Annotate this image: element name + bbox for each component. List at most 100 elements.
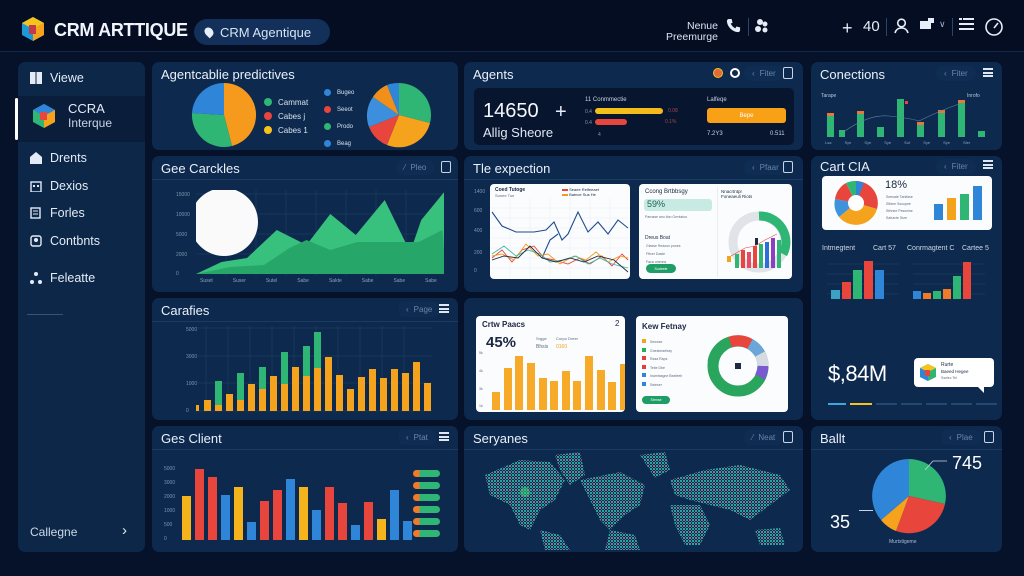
filter-button[interactable]: ⁄ Pleo <box>396 160 435 175</box>
contacts-icon <box>30 235 42 247</box>
filter-label: Fiter <box>951 162 968 171</box>
divider <box>952 18 953 36</box>
toggle-switch[interactable] <box>413 506 440 513</box>
callout-title: Rurte <box>941 362 954 368</box>
axis-label: Sabe <box>361 278 374 284</box>
card-title: Gee Carckles <box>161 161 240 176</box>
page-indicator[interactable] <box>926 403 947 405</box>
profile-button[interactable] <box>894 18 909 34</box>
sidebar-item-forles[interactable]: Forles <box>30 206 85 220</box>
kpi-value: 59% <box>644 199 712 211</box>
bullet-item: Sffane Ssoopee <box>886 202 911 206</box>
notification-count[interactable]: 40 <box>863 18 880 35</box>
sidebar-footer[interactable]: Callegne <box>30 525 77 539</box>
add-icon: + <box>842 18 853 38</box>
area-chart <box>196 190 444 276</box>
menu-icon[interactable] <box>983 160 993 169</box>
avatar[interactable] <box>713 68 723 78</box>
toggle-switch[interactable] <box>413 470 440 477</box>
world-map[interactable] <box>470 450 800 550</box>
phone-button[interactable] <box>726 18 741 33</box>
export-icon[interactable] <box>783 431 793 443</box>
toggle-switch[interactable] <box>413 518 440 525</box>
cast-dropdown[interactable]: ∨ <box>920 18 946 30</box>
export-icon[interactable] <box>783 67 793 79</box>
export-icon[interactable] <box>441 161 451 173</box>
card-predictives: Agentcablie predictives Cammat Cabes j C… <box>152 62 458 150</box>
close-icon[interactable]: 2 <box>615 319 620 328</box>
sidebar-item-ccra[interactable]: CCRA Interque <box>32 102 112 130</box>
sidebar-footer-label: Callegne <box>30 525 78 539</box>
cart-summary-panel: 18% Seesate Tanifase Sffane Ssoopee Sfrt… <box>822 176 992 230</box>
list-button[interactable] <box>959 18 974 31</box>
workspace-selector[interactable]: CRM Agentique <box>194 19 330 45</box>
bar-label: 0.4 <box>585 109 592 115</box>
list-item: Faca unenns <box>646 260 667 264</box>
revenue-callout: Rurte Baeed Hegee Sselec Tel <box>914 358 994 393</box>
status-ring-icon <box>730 68 740 78</box>
team-button[interactable] <box>754 18 770 33</box>
page-indicator[interactable] <box>951 403 972 405</box>
filter-button[interactable]: ‹ Plae <box>941 430 981 445</box>
menu-icon[interactable] <box>983 68 993 77</box>
page-indicator[interactable] <box>850 403 872 405</box>
filter-icon: ⁄ <box>752 433 754 442</box>
pagination-bars[interactable] <box>828 403 997 405</box>
filter-button[interactable]: ‹ Fiter <box>744 66 784 81</box>
card-title: Ballt <box>820 431 846 446</box>
cube-logo-icon <box>920 364 936 381</box>
kpi-action-button[interactable]: Sudeete <box>646 264 676 273</box>
sidebar-item-views[interactable]: Viewe <box>30 71 84 85</box>
filter-button[interactable]: ‹ Page <box>398 302 441 317</box>
toggle-switch[interactable] <box>413 482 440 489</box>
chevron-down-icon: ∨ <box>939 18 946 29</box>
page-indicator[interactable] <box>901 403 922 405</box>
export-icon[interactable] <box>984 431 994 443</box>
cart-donut-chart <box>834 180 878 225</box>
divider <box>717 187 718 277</box>
export-icon[interactable] <box>783 161 793 173</box>
legend-label: Gnesbearfeay <box>650 348 672 353</box>
chart-label: Inrofo <box>967 93 980 99</box>
sidebar-item-dexios[interactable]: Dexios <box>30 179 88 193</box>
sidebar-item-drents[interactable]: Drents <box>30 151 87 165</box>
chart-title: Conrmagtent C <box>907 245 955 252</box>
sidebar-item-feleatte[interactable]: Feleatte <box>30 271 95 285</box>
connections-x-axis: Lsa Sye Sye Sye Sof Sye Sye Ster <box>825 140 970 145</box>
chevron-right-icon[interactable]: › <box>122 522 127 539</box>
legend-label: Seeot <box>337 106 353 113</box>
grid-icon <box>30 72 42 84</box>
kew-action-button[interactable]: Strmse <box>642 396 670 404</box>
sublabel: 0160 <box>556 344 568 350</box>
menu-icon[interactable] <box>439 304 449 313</box>
panel-title: Ccong Brtbbsgy <box>645 189 688 195</box>
panel-subtitle: Sunee Tue <box>495 193 515 198</box>
toggle-switch[interactable] <box>413 530 440 537</box>
filter-button[interactable]: ‹ Fiter <box>936 66 976 81</box>
menu-icon[interactable] <box>439 432 449 441</box>
filter-button[interactable]: ‹ Pfaar <box>744 160 787 175</box>
legend-label: Bugeo <box>337 89 355 96</box>
legend-label: Cabes 1 <box>278 125 308 135</box>
leader-line <box>925 460 947 471</box>
page-indicator[interactable] <box>876 403 897 405</box>
user-status: Nenue Preemurge <box>664 21 718 43</box>
filter-button[interactable]: ‹ Ptat <box>398 430 436 445</box>
logo-icon <box>22 17 44 41</box>
toggle-switch[interactable] <box>413 494 440 501</box>
filter-button[interactable]: ⁄ Neat <box>744 430 784 445</box>
page-indicator[interactable] <box>828 403 846 405</box>
sidebar-item-label: Viewe <box>50 71 84 85</box>
page-indicator[interactable] <box>976 403 997 405</box>
foot-right: 0.511 <box>770 131 785 137</box>
agents-summary: 14650 + Allig Sheore 11 Conmmectie 0.4 0… <box>474 88 794 145</box>
add-agent-icon[interactable]: + <box>555 101 567 123</box>
filter-button[interactable]: ‹ Fiter <box>936 159 976 174</box>
dashboard-gauge-button[interactable] <box>985 18 1003 36</box>
list-item: Fftcer Daste <box>646 252 666 256</box>
card-title: Tle expection <box>473 161 551 176</box>
legend-label: Seowse <box>650 340 663 344</box>
action-button[interactable]: Bepe <box>707 108 786 123</box>
add-button[interactable]: + <box>842 18 853 39</box>
sidebar-item-contbnts[interactable]: Contbnts <box>30 234 100 248</box>
